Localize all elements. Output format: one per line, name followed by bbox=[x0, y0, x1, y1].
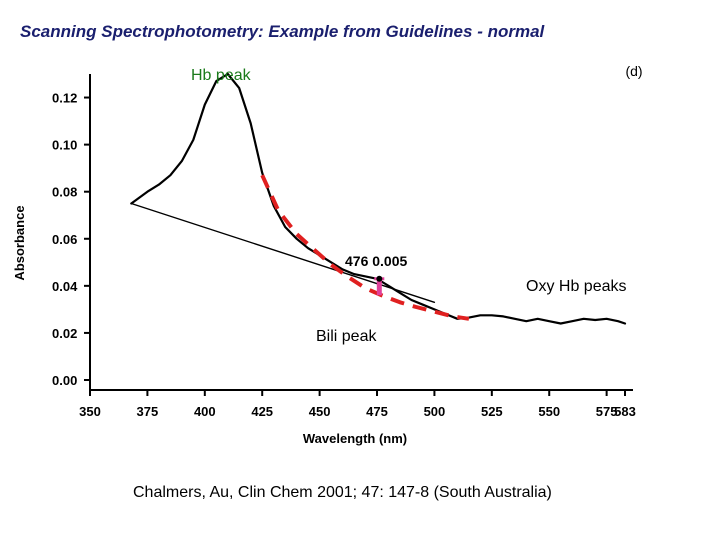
series-baseline bbox=[130, 202, 436, 303]
annotation-oxy: Oxy Hb peaks bbox=[526, 278, 626, 295]
x-tick-label: 583 bbox=[614, 404, 636, 419]
annotation-hb: Hb peak bbox=[191, 67, 252, 84]
y-tick-label: 0.10 bbox=[52, 138, 77, 153]
y-axis-title: Absorbance bbox=[12, 205, 27, 280]
x-tick-label: 475 bbox=[366, 404, 388, 419]
x-tick-label: 550 bbox=[538, 404, 560, 419]
y-tick-label: 0.00 bbox=[52, 373, 77, 388]
y-tick-label: 0.04 bbox=[52, 279, 78, 294]
x-tick-label: 400 bbox=[194, 404, 216, 419]
panel-label: (d) bbox=[625, 63, 642, 79]
annotation-point: 476 0.005 bbox=[345, 253, 407, 269]
slide-title: Scanning Spectrophotometry: Example from… bbox=[20, 22, 545, 41]
annotation-bili: Bili peak bbox=[316, 328, 377, 345]
citation: Chalmers, Au, Clin Chem 2001; 47: 147-8 … bbox=[133, 484, 552, 501]
y-tick-label: 0.06 bbox=[52, 232, 77, 247]
series-spectrum bbox=[130, 72, 627, 325]
x-tick-label: 575 bbox=[596, 404, 618, 419]
x-axis-title: Wavelength (nm) bbox=[303, 431, 407, 446]
y-tick-label: 0.02 bbox=[52, 326, 77, 341]
x-tick-label: 375 bbox=[137, 404, 159, 419]
x-tick-label: 450 bbox=[309, 404, 331, 419]
series-hb-peak-extrapolation bbox=[260, 174, 470, 321]
point-476-dot bbox=[376, 275, 383, 282]
x-tick-label: 525 bbox=[481, 404, 503, 419]
y-tick-label: 0.12 bbox=[52, 91, 77, 106]
x-tick-label: 500 bbox=[424, 404, 446, 419]
x-tick-label: 350 bbox=[79, 404, 101, 419]
y-tick-label: 0.08 bbox=[52, 185, 77, 200]
x-tick-label: 425 bbox=[251, 404, 273, 419]
